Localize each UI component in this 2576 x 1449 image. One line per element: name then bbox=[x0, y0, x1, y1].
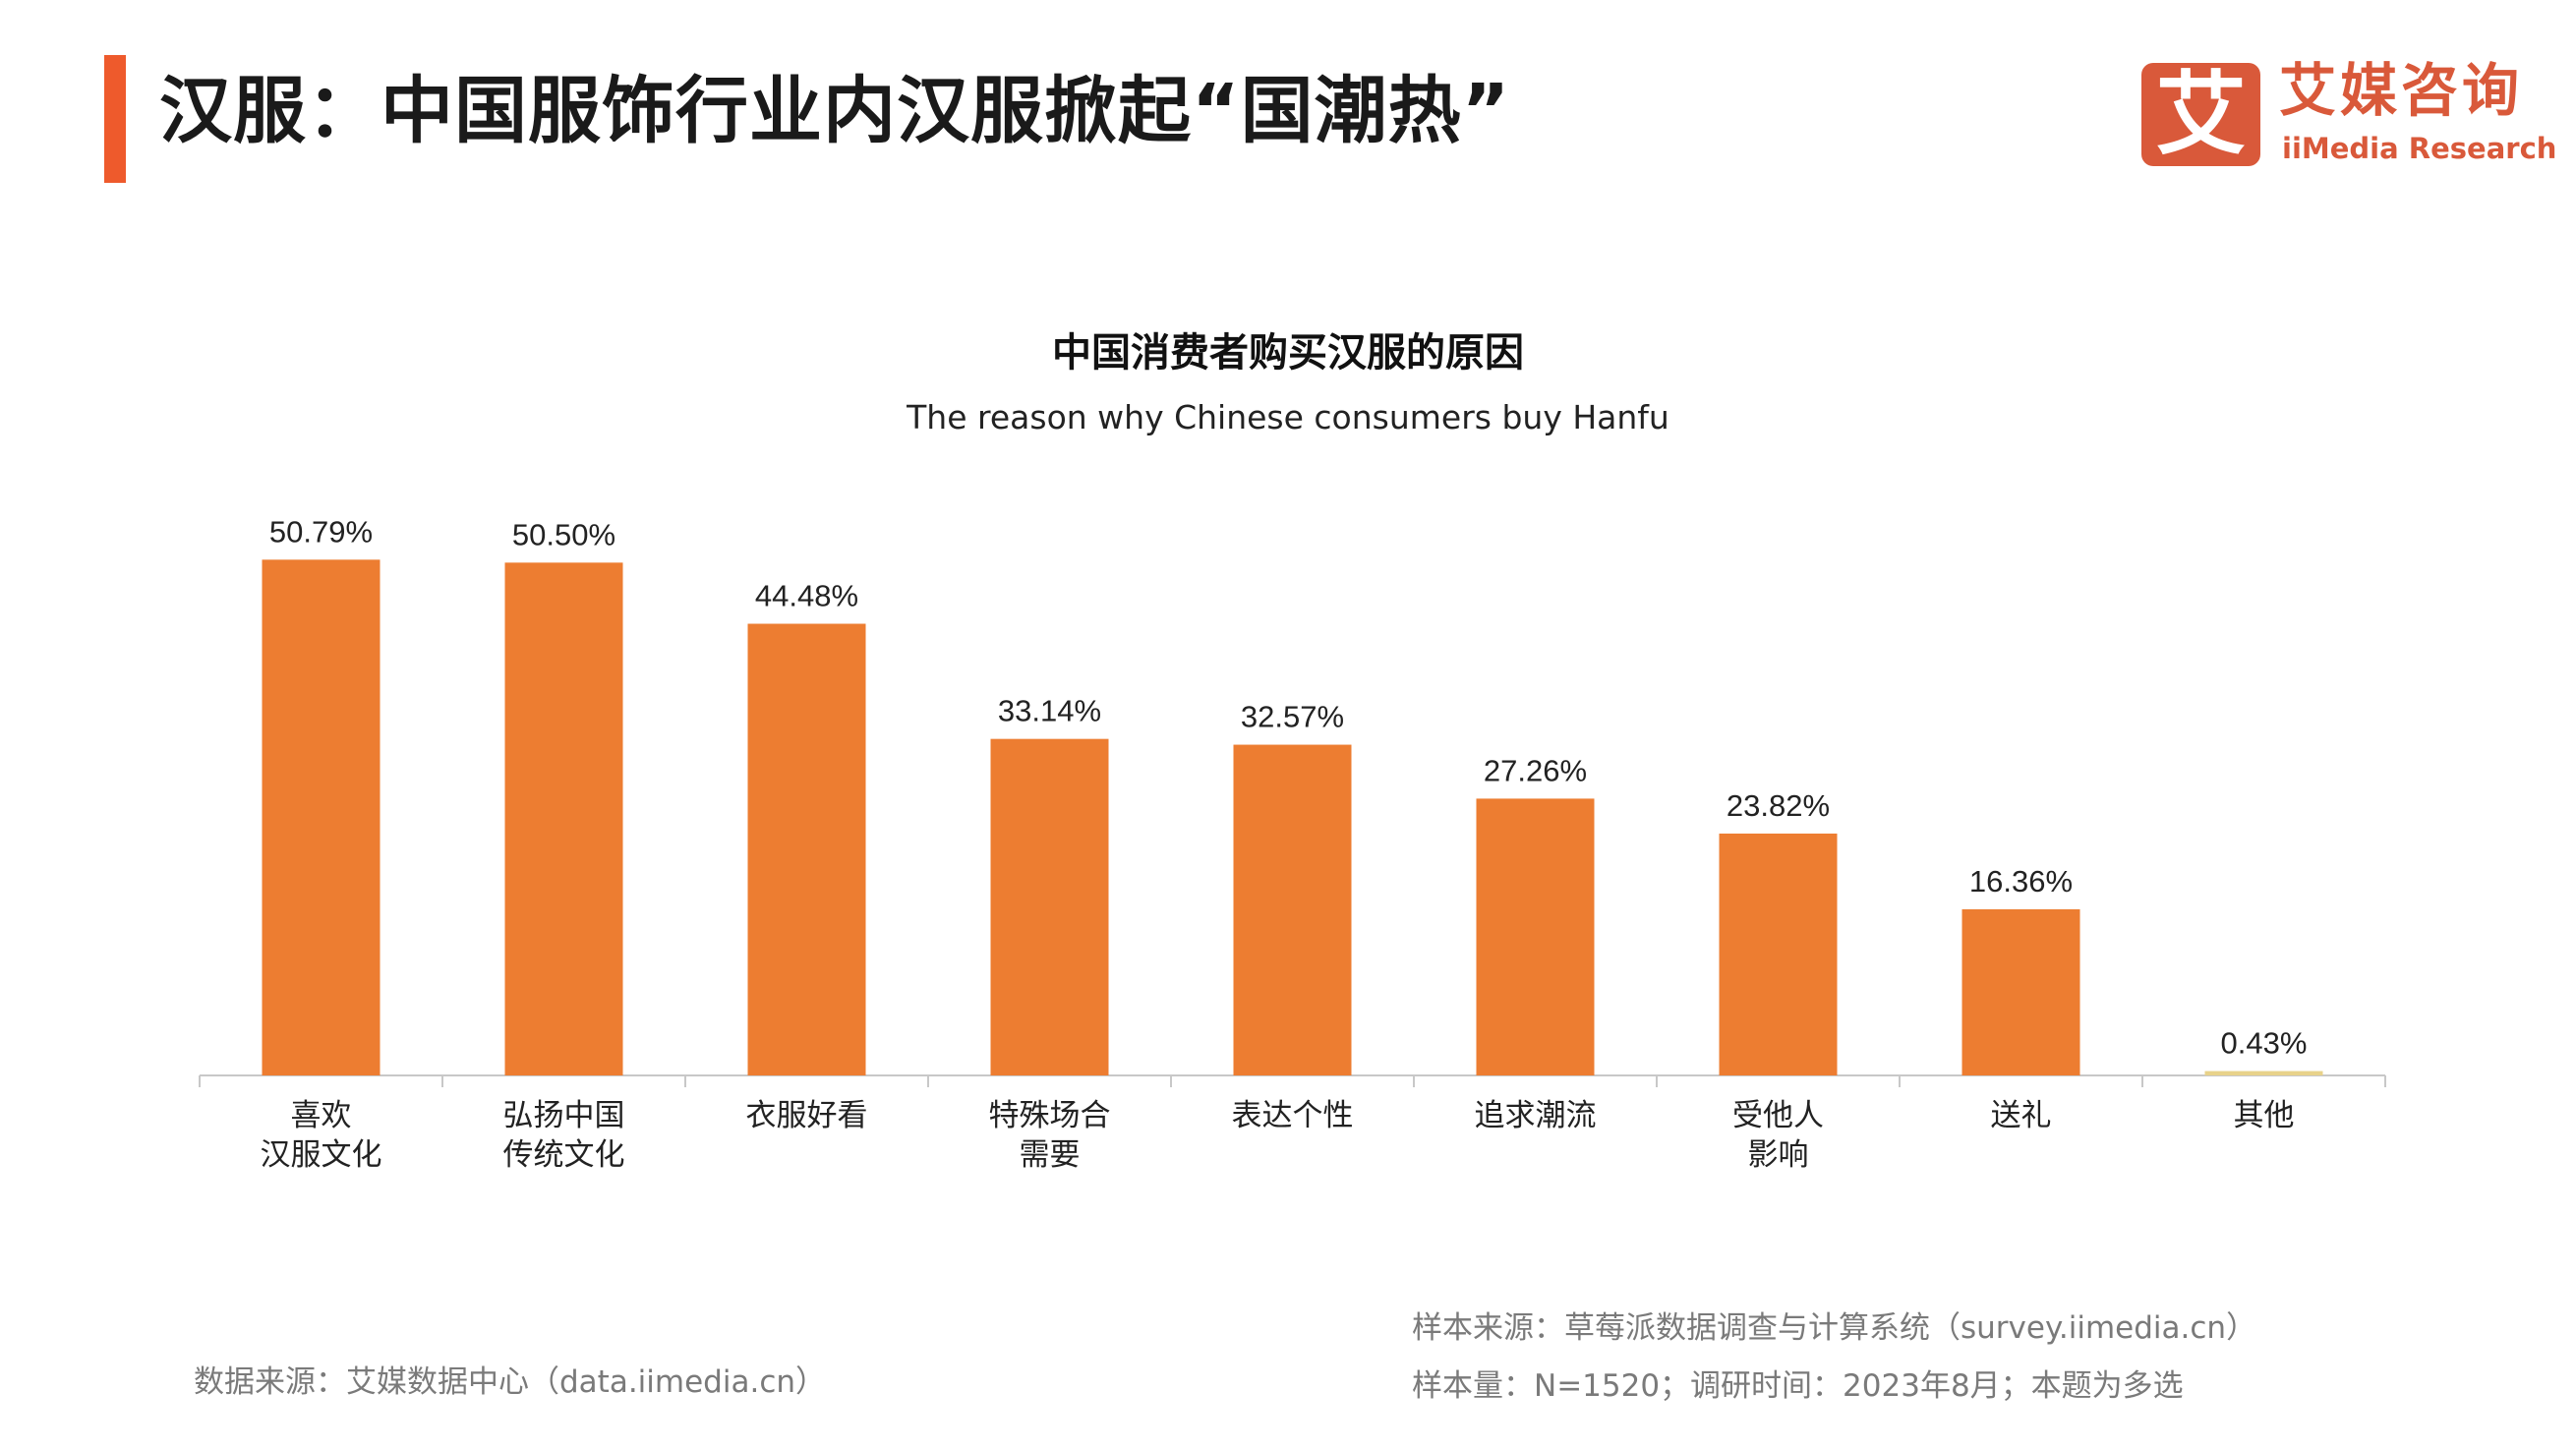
data-label: 32.57% bbox=[1241, 700, 1344, 734]
category-label: 喜欢 bbox=[291, 1098, 352, 1133]
category-label: 需要 bbox=[1020, 1137, 1081, 1173]
category-label: 表达个性 bbox=[1232, 1098, 1354, 1133]
data-label: 33.14% bbox=[998, 694, 1101, 728]
category-label: 衣服好看 bbox=[746, 1098, 868, 1133]
bar bbox=[2204, 1071, 2323, 1075]
data-label: 44.48% bbox=[755, 579, 858, 613]
data-label: 50.79% bbox=[269, 514, 373, 549]
logo-cn-text: 艾媒咨询 bbox=[2279, 57, 2524, 124]
sample-source: 样本来源：草莓派数据调查与计算系统（survey.iimedia.cn） bbox=[1412, 1310, 2257, 1346]
bar bbox=[504, 562, 623, 1075]
data-label: 0.43% bbox=[2221, 1026, 2308, 1061]
bar bbox=[990, 738, 1109, 1075]
chart-subtitle: The reason why Chinese consumers buy Han… bbox=[907, 398, 1669, 436]
logo-mark: 艾 bbox=[2141, 63, 2260, 166]
chart-title: 中国消费者购买汉服的原因 bbox=[1052, 330, 1524, 376]
category-label: 其他 bbox=[2234, 1098, 2295, 1133]
bar bbox=[1476, 798, 1595, 1075]
bar bbox=[1961, 909, 2080, 1075]
bar bbox=[747, 623, 866, 1075]
category-label: 汉服文化 bbox=[261, 1137, 382, 1173]
category-label: 特殊场合 bbox=[989, 1098, 1111, 1133]
category-label: 传统文化 bbox=[503, 1137, 625, 1173]
data-source: 数据来源：艾媒数据中心（data.iimedia.cn） bbox=[194, 1364, 827, 1400]
data-label: 23.82% bbox=[1727, 788, 1830, 823]
category-label: 影响 bbox=[1748, 1137, 1809, 1173]
title-accent-bar bbox=[104, 55, 126, 183]
category-label: 追求潮流 bbox=[1475, 1098, 1597, 1133]
bar bbox=[262, 559, 381, 1075]
sample-info: 样本量：N=1520；调研时间：2023年8月；本题为多选 bbox=[1412, 1368, 2184, 1404]
data-label: 50.50% bbox=[512, 517, 615, 551]
bar bbox=[1719, 833, 1838, 1075]
data-label: 16.36% bbox=[1969, 864, 2073, 898]
category-label: 送礼 bbox=[1991, 1098, 2052, 1133]
page-title: 汉服：中国服饰行业内汉服掀起“国潮热” bbox=[159, 69, 1511, 153]
logo-en-text: iiMedia Research bbox=[2282, 132, 2557, 165]
data-label: 27.26% bbox=[1484, 753, 1587, 787]
bar bbox=[1233, 744, 1352, 1075]
category-label: 受他人 bbox=[1732, 1098, 1824, 1133]
category-label: 弘扬中国 bbox=[503, 1098, 625, 1133]
